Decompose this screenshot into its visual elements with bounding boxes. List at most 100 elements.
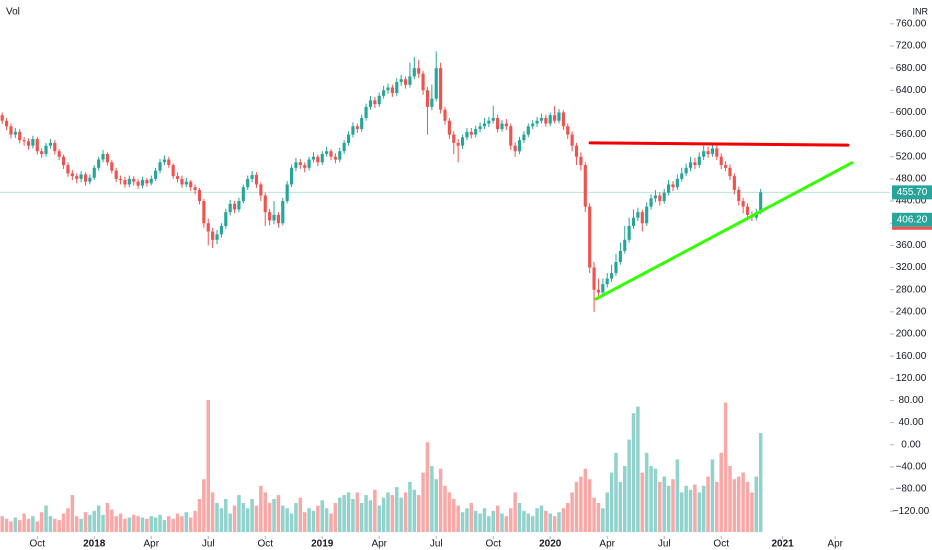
candle-body [329,151,333,157]
volume-bar [583,468,588,532]
volume-bar [566,502,570,532]
candle-body [610,273,614,279]
candle-body [83,174,88,182]
candle-body [145,180,149,184]
candle-body [377,95,381,105]
candle-body [333,156,337,160]
y-tick-label: −80.00 [896,484,927,495]
volume-bar [74,516,79,532]
candle-body [320,153,324,163]
price-label-strip [892,226,932,230]
candle-body [684,167,688,174]
candle-body [35,139,39,152]
candle-body [618,250,622,262]
volume-bar [9,521,13,532]
candle-body [311,156,316,160]
volume-bar [96,505,101,532]
candle-body [526,126,530,135]
candle-body [759,192,763,213]
volume-bar [184,512,189,532]
x-tick-label: Jul [658,539,671,550]
volume-bar [403,492,408,532]
y-tick-label: 640.00 [896,85,927,96]
candle-body [592,267,596,290]
candle-body [702,151,706,157]
candle-body [732,176,736,190]
volume-bar [750,492,754,532]
volume-bar [741,472,745,532]
candle-body [206,223,210,232]
volume-bar [237,495,241,532]
volume-bar [557,512,561,532]
y-tick-label: 200.00 [896,329,927,340]
volume-bar [636,406,640,532]
y-tick-label: 280.00 [896,284,927,295]
volume-bar [57,520,61,532]
x-tick-label: Oct [257,539,273,550]
volume-bar [4,518,9,532]
volume-bar [105,502,110,532]
volume-bar [162,520,167,532]
candle-body [588,206,592,268]
x-tick-label: Oct [713,539,729,550]
x-tick-label: Apr [599,539,615,550]
candle-body [351,126,355,135]
volume-bar [259,485,263,532]
volume-bar [35,521,40,532]
candle-body [158,162,162,171]
volume-bar [644,452,649,532]
volume-bar [666,485,671,532]
volume-bar [579,476,583,532]
candle-body [456,142,460,146]
volume-bar [443,485,447,532]
candle-body [658,195,662,202]
volume-bar [618,481,623,532]
volume-bar [522,510,526,532]
x-tick-label: Apr [371,539,387,550]
volume-bar [131,514,136,532]
candle-body [640,212,644,224]
candle-body [500,123,504,130]
volume-bar [693,484,697,532]
price-label: 455.70 [897,187,928,198]
candle-body [382,90,386,96]
candle-body [417,68,421,74]
candle-body [61,156,66,166]
candle-body [26,141,31,146]
y-tick-label: 560.00 [896,129,927,140]
volume-bar [110,509,114,532]
candle-body [544,117,548,124]
x-tick-label: Oct [485,539,501,550]
volume-bar [605,492,609,532]
candle-body [180,178,184,185]
volume-bar [123,518,127,532]
candle-body [263,195,267,213]
volume-bar [526,513,531,532]
x-tick-label: Oct [29,539,45,550]
volume-bar [421,472,425,532]
volume-bar [101,514,105,532]
volume-bar [487,516,491,532]
candle-body [132,178,136,182]
y-tick-label: 720.00 [896,41,927,52]
volume-bar [79,518,83,532]
volume-bar [272,499,276,532]
candle-body [110,162,114,171]
volume-bar [276,495,281,532]
candle-body [368,100,373,107]
volume-bar [342,495,346,532]
candle-body [719,156,723,166]
volume-bar [425,442,430,532]
candle-body [469,131,473,135]
volume-bar [70,495,75,532]
volume-bar [145,518,149,532]
candle-body [399,79,403,82]
candle-body [241,187,245,202]
volume-bar [399,497,403,532]
volume-bar [671,479,675,532]
candle-body [434,68,438,99]
volume-bar [596,502,601,532]
volume-bar [395,487,399,532]
y-tick-label: 360.00 [896,240,927,251]
